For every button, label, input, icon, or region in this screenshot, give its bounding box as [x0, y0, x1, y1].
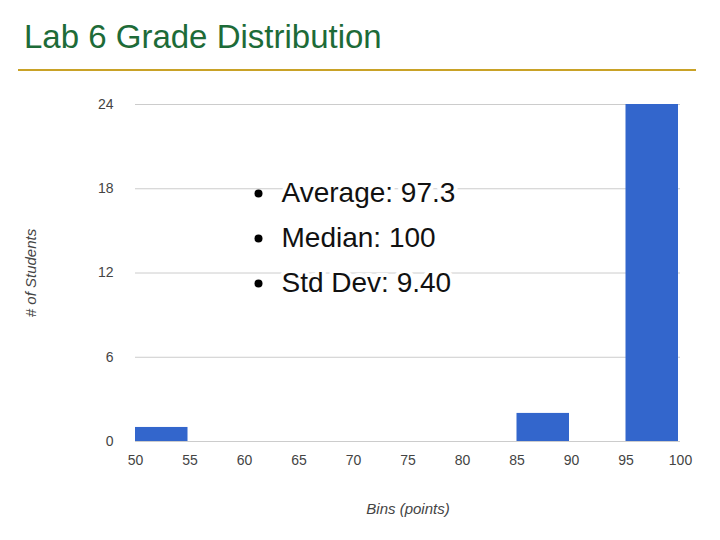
svg-text:# of Students: # of Students [22, 228, 39, 317]
svg-text:6: 6 [106, 349, 114, 365]
svg-text:Bins (points): Bins (points) [366, 500, 449, 517]
svg-text:70: 70 [346, 452, 362, 468]
svg-text:65: 65 [291, 452, 307, 468]
svg-text:Median: 100: Median: 100 [282, 222, 436, 253]
svg-text:60: 60 [237, 452, 253, 468]
svg-text:85: 85 [509, 452, 525, 468]
svg-text:55: 55 [182, 452, 198, 468]
svg-text:12: 12 [98, 264, 114, 280]
svg-text:90: 90 [564, 452, 580, 468]
svg-text:50: 50 [128, 452, 144, 468]
svg-text:0: 0 [106, 433, 114, 449]
svg-text:Std Dev: 9.40: Std Dev: 9.40 [282, 267, 452, 298]
svg-text:24: 24 [98, 96, 114, 112]
svg-text:18: 18 [98, 180, 114, 196]
svg-text:Average: 97.3: Average: 97.3 [282, 177, 456, 208]
html-text:Lab 6 Grade Distribution: Lab 6 Grade Distribution [24, 18, 382, 55]
svg-text:75: 75 [400, 452, 416, 468]
svg-text:80: 80 [455, 452, 471, 468]
svg-text:95: 95 [618, 452, 634, 468]
svg-text:100: 100 [669, 452, 693, 468]
